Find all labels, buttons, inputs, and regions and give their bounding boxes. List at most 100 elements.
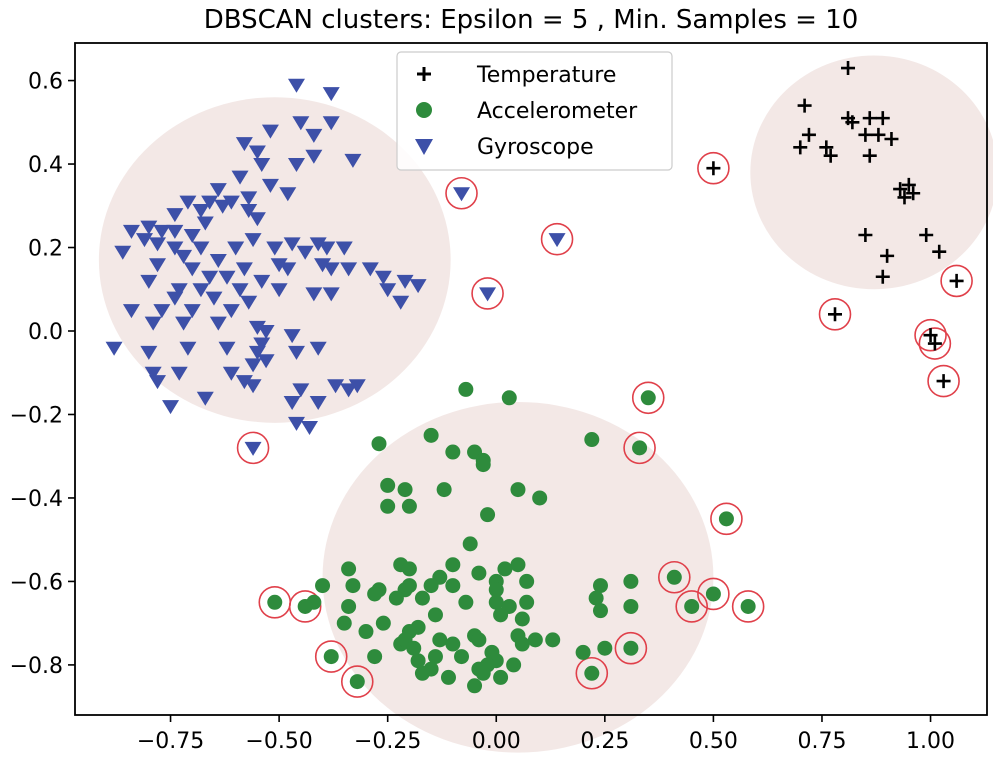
point-gyroscope-74 <box>153 304 171 319</box>
point-accelerometer-84 <box>493 669 509 685</box>
outlier-point-accelerometer-12 <box>740 598 756 614</box>
point-gyroscope-36 <box>149 237 167 252</box>
outlier-point-gyroscope-1 <box>548 233 566 248</box>
point-temperature-20 <box>932 244 947 259</box>
point-temperature-18 <box>858 228 873 242</box>
point-temperature-0 <box>841 61 856 76</box>
chart-title: DBSCAN clusters: Epsilon = 5 , Min. Samp… <box>204 5 859 35</box>
point-accelerometer-32 <box>401 578 417 594</box>
outlier-ring-temperature-4 <box>940 264 973 298</box>
point-gyroscope-96 <box>149 375 167 390</box>
point-gyroscope-28 <box>140 220 158 235</box>
point-accelerometer-56 <box>358 624 374 640</box>
x-axis-ticks: −0.75 −0.50 −0.25 0.00 0.25 0.50 0.75 1.00 <box>137 715 955 754</box>
point-accelerometer-14 <box>380 498 396 514</box>
point-gyroscope-13 <box>261 178 279 193</box>
point-accelerometer-26 <box>497 561 513 577</box>
point-accelerometer-81 <box>414 665 430 681</box>
point-temperature-22 <box>875 269 890 284</box>
point-accelerometer-70 <box>575 644 591 660</box>
point-accelerometer-3 <box>423 427 439 443</box>
outlier-ring-accelerometer-1 <box>623 431 656 465</box>
point-gyroscope-76 <box>222 304 240 319</box>
point-temperature-4 <box>862 111 877 126</box>
point-accelerometer-15 <box>401 498 417 514</box>
point-gyroscope-91 <box>244 358 262 373</box>
cluster-regions <box>98 55 993 753</box>
point-gyroscope-65 <box>305 287 323 302</box>
point-gyroscope-6 <box>235 137 253 152</box>
point-gyroscope-44 <box>175 249 193 264</box>
point-gyroscope-78 <box>175 316 193 331</box>
point-gyroscope-84 <box>105 341 123 356</box>
outlier-point-accelerometer-4 <box>297 598 313 614</box>
point-accelerometer-44 <box>488 594 504 610</box>
point-accelerometer-83 <box>475 665 491 681</box>
point-temperature-17 <box>897 190 912 205</box>
outlier-point-accelerometer-5 <box>323 649 339 665</box>
y-tick-label-6: −0.6 <box>10 570 63 595</box>
outlier-ring-accelerometer-8 <box>614 631 648 665</box>
point-gyroscope-98 <box>244 379 262 394</box>
point-gyroscope-81 <box>257 325 275 339</box>
point-gyroscope-14 <box>209 183 227 198</box>
point-accelerometer-1 <box>501 390 517 406</box>
point-accelerometer-27 <box>519 573 535 589</box>
point-gyroscope-87 <box>218 341 236 356</box>
point-temperature-3 <box>845 115 860 130</box>
point-gyroscope-31 <box>244 233 262 248</box>
point-gyroscope-45 <box>209 254 227 269</box>
point-temperature-6 <box>801 127 816 142</box>
point-gyroscope-35 <box>135 233 153 248</box>
point-gyroscope-47 <box>314 258 332 273</box>
cluster-region-2 <box>750 55 993 290</box>
point-gyroscope-56 <box>396 274 414 289</box>
point-accelerometer-66 <box>471 632 487 648</box>
point-gyroscope-106 <box>162 400 180 415</box>
point-accelerometer-51 <box>427 607 443 623</box>
point-gyroscope-75 <box>183 304 201 319</box>
point-gyroscope-66 <box>322 287 340 302</box>
point-temperature-14 <box>893 182 908 197</box>
point-accelerometer-23 <box>445 557 461 573</box>
point-gyroscope-7 <box>248 145 266 160</box>
y-tick-label-7: −0.8 <box>10 654 63 679</box>
y-tick-label-3: 0.0 <box>28 320 63 345</box>
point-gyroscope-46 <box>270 258 288 273</box>
outlier-ring-temperature-2 <box>914 318 947 352</box>
point-gyroscope-93 <box>170 366 188 381</box>
point-temperature-8 <box>871 127 886 142</box>
point-gyroscope-103 <box>196 391 214 406</box>
outlier-point-accelerometer-7 <box>584 665 600 681</box>
point-gyroscope-34 <box>318 241 336 256</box>
y-tick-label-5: −0.4 <box>10 487 63 512</box>
outlier-ring-accelerometer-12 <box>731 590 765 623</box>
point-gyroscope-10 <box>287 158 305 173</box>
point-gyroscope-89 <box>287 345 305 360</box>
point-gyroscope-21 <box>192 203 210 218</box>
x-tick-label-7: 1.00 <box>906 729 955 754</box>
point-gyroscope-95 <box>144 366 162 381</box>
point-accelerometer-41 <box>388 590 404 606</box>
point-accelerometer-49 <box>375 615 391 631</box>
point-gyroscope-43 <box>114 245 132 260</box>
point-accelerometer-75 <box>454 649 470 665</box>
point-temperature-19 <box>919 228 934 242</box>
point-temperature-21 <box>880 248 895 263</box>
point-gyroscope-5 <box>261 124 279 139</box>
x-tick-label-3: 0.00 <box>472 729 521 754</box>
point-accelerometer-73 <box>410 653 426 669</box>
outlier-point-gyroscope-2 <box>479 287 497 302</box>
point-gyroscope-32 <box>283 237 301 252</box>
point-accelerometer-35 <box>488 582 504 598</box>
point-accelerometer-69 <box>514 636 530 652</box>
point-accelerometer-33 <box>423 578 439 594</box>
outlier-ring-accelerometer-9 <box>658 560 691 594</box>
point-accelerometer-65 <box>445 636 461 652</box>
point-accelerometer-36 <box>592 578 608 594</box>
point-accelerometer-20 <box>401 561 417 577</box>
point-gyroscope-1 <box>322 87 340 102</box>
point-gyroscope-11 <box>344 153 362 168</box>
point-temperature-10 <box>793 140 808 155</box>
point-gyroscope-102 <box>348 379 366 394</box>
